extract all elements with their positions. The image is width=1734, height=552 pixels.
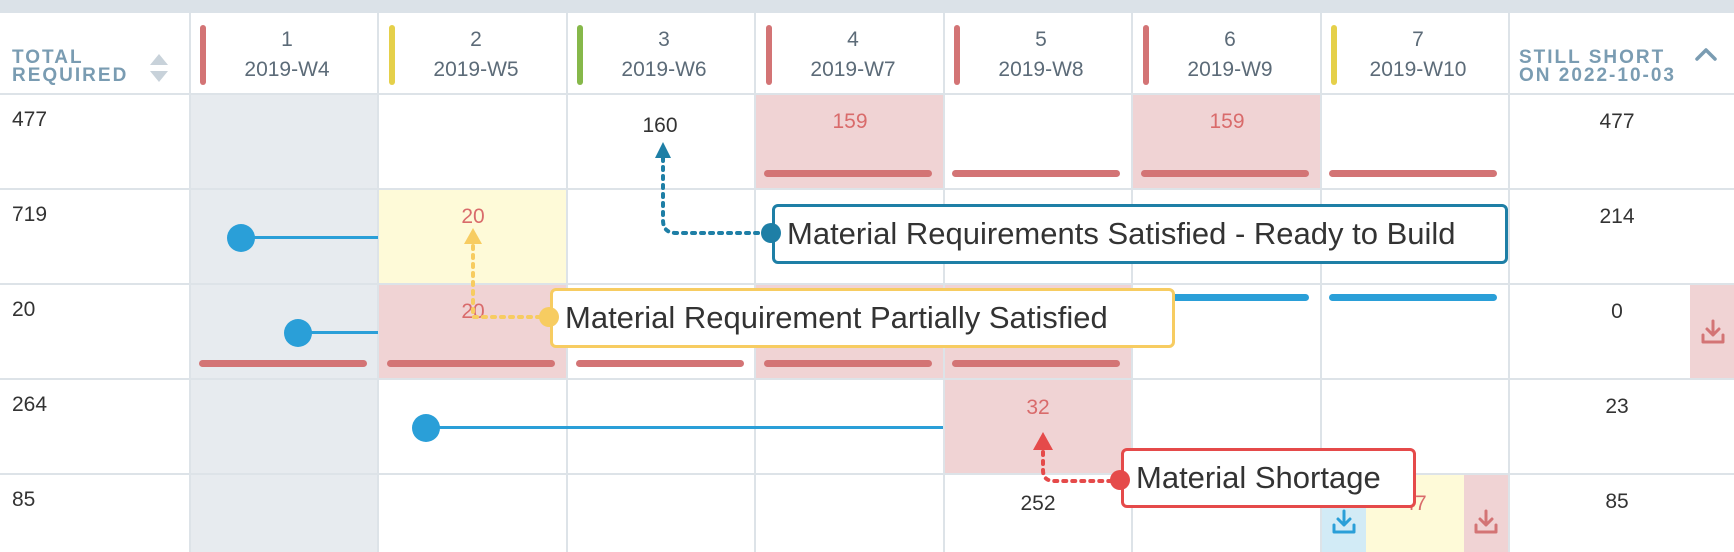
total-required-value: 477 <box>12 108 48 131</box>
grid-line <box>0 283 1734 285</box>
week-status-bar <box>954 25 960 85</box>
grid-line <box>377 13 379 552</box>
cell-value[interactable]: 160 <box>642 114 678 137</box>
collapse-chevron-icon[interactable] <box>1694 46 1718 62</box>
callout-ready-text: Material Requirements Satisfied - Ready … <box>787 216 1456 251</box>
shortage-bar <box>576 360 744 367</box>
still-short-value: 477 <box>1599 110 1635 133</box>
shortage-bar <box>764 360 932 367</box>
callout-anchor-dot <box>1110 470 1130 490</box>
total-required-value: 264 <box>12 393 48 416</box>
shortage-bar <box>952 360 1120 367</box>
grid-line <box>1508 13 1510 552</box>
satisfied-bar <box>1329 294 1497 301</box>
total-required-header[interactable]: TOTAL REQUIRED <box>12 47 129 86</box>
shortage-bar <box>1329 170 1497 177</box>
still-short-label-line1: STILL SHORT <box>1519 47 1666 68</box>
shortage-bar <box>764 170 932 177</box>
week-number: 7 <box>1412 28 1424 51</box>
week-status-bar <box>577 25 583 85</box>
callout-shortage-text: Material Shortage <box>1136 460 1381 495</box>
week-status-bar <box>1331 25 1337 85</box>
still-short-value: 23 <box>1605 395 1629 418</box>
week-number: 5 <box>1035 28 1047 51</box>
callout-anchor-dot <box>761 223 781 243</box>
grid-line <box>189 13 191 552</box>
supply-line <box>241 236 378 239</box>
supply-line <box>298 331 378 334</box>
week-label[interactable]: 2019-W5 <box>433 58 519 81</box>
callout-material-shortage: Material Shortage <box>1121 448 1416 508</box>
total-required-value: 85 <box>12 488 36 511</box>
week-label[interactable]: 2019-W10 <box>1369 58 1467 81</box>
week-number: 2 <box>470 28 482 51</box>
grid-line <box>943 13 945 552</box>
week-number: 4 <box>847 28 859 51</box>
shortage-bar <box>1141 170 1309 177</box>
supply-start-marker[interactable] <box>284 319 312 347</box>
week-status-bar <box>1143 25 1149 85</box>
grid-line <box>0 93 1734 95</box>
total-required-label-line1: TOTAL <box>12 47 84 68</box>
shortage-bar <box>199 360 367 367</box>
supply-start-marker[interactable] <box>412 414 440 442</box>
download-icon[interactable] <box>1699 318 1727 346</box>
cell-value[interactable]: 20 <box>461 205 485 228</box>
still-short-header[interactable]: STILL SHORT ON 2022-10-03 <box>1519 47 1676 86</box>
week-number: 3 <box>658 28 670 51</box>
week-label[interactable]: 2019-W6 <box>621 58 707 81</box>
supply-start-marker[interactable] <box>227 224 255 252</box>
grid-line <box>1131 13 1133 552</box>
total-required-value: 719 <box>12 203 48 226</box>
week-label[interactable]: 2019-W7 <box>810 58 896 81</box>
supply-line <box>426 426 943 429</box>
past-week-shade <box>190 95 378 552</box>
grid-line <box>0 188 1734 190</box>
still-short-value: 0 <box>1611 300 1623 323</box>
satisfied-bar <box>1141 294 1309 301</box>
grid-line <box>566 13 568 552</box>
week-label[interactable]: 2019-W8 <box>998 58 1084 81</box>
top-strip <box>0 0 1734 13</box>
cell-value[interactable]: 159 <box>1209 110 1245 133</box>
shortage-bar <box>952 170 1120 177</box>
total-required-value: 20 <box>12 298 36 321</box>
callout-partially-satisfied: Material Requirement Partially Satisfied <box>550 288 1175 348</box>
week-status-bar <box>389 25 395 85</box>
grid-line <box>1320 13 1322 552</box>
still-short-label-line2: ON 2022-10-03 <box>1519 65 1676 86</box>
still-short-value: 214 <box>1599 205 1635 228</box>
week-label[interactable]: 2019-W9 <box>1187 58 1273 81</box>
grid-line <box>0 378 1734 380</box>
cell-value[interactable]: 252 <box>1020 492 1056 515</box>
cell-value[interactable]: 159 <box>832 110 868 133</box>
still-short-value: 85 <box>1605 490 1629 513</box>
callout-partial-text: Material Requirement Partially Satisfied <box>565 300 1108 335</box>
grid-line <box>754 13 756 552</box>
sort-icon[interactable] <box>148 52 170 84</box>
shortage-bar <box>387 360 555 367</box>
total-required-label-line2: REQUIRED <box>12 65 129 86</box>
grid-line <box>0 473 1734 475</box>
cell-shortage <box>944 380 1132 475</box>
week-status-bar <box>200 25 206 85</box>
cell-value[interactable]: 32 <box>1026 396 1050 419</box>
week-number: 1 <box>281 28 293 51</box>
download-icon[interactable] <box>1330 508 1358 536</box>
week-status-bar <box>766 25 772 85</box>
week-label[interactable]: 2019-W4 <box>244 58 330 81</box>
week-number: 6 <box>1224 28 1236 51</box>
download-icon[interactable] <box>1472 508 1500 536</box>
callout-anchor-dot <box>539 307 559 327</box>
callout-ready-to-build: Material Requirements Satisfied - Ready … <box>772 204 1508 264</box>
